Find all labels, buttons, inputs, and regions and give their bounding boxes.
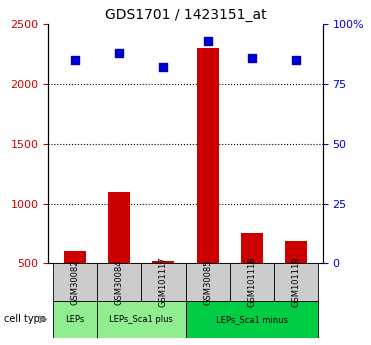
FancyBboxPatch shape (97, 301, 186, 338)
Bar (108, 191, 130, 323)
FancyBboxPatch shape (186, 301, 318, 338)
Text: GSM30085: GSM30085 (203, 259, 212, 305)
Point (249, 55, 255, 60)
Bar (64, 252, 86, 323)
FancyBboxPatch shape (230, 263, 274, 301)
FancyBboxPatch shape (53, 263, 97, 301)
Text: GSM30082: GSM30082 (70, 259, 79, 305)
FancyBboxPatch shape (97, 263, 141, 301)
Title: GDS1701 / 1423151_at: GDS1701 / 1423151_at (105, 8, 266, 22)
Point (205, 38, 211, 44)
Text: cell type: cell type (4, 314, 46, 324)
Text: GSM30084: GSM30084 (115, 259, 124, 305)
Bar (241, 234, 263, 323)
Text: GSM101118: GSM101118 (247, 257, 256, 307)
FancyBboxPatch shape (186, 263, 230, 301)
Point (160, 65, 166, 70)
Point (293, 57, 299, 63)
Text: GSM101117: GSM101117 (159, 257, 168, 307)
FancyBboxPatch shape (141, 263, 186, 301)
Bar (285, 240, 307, 323)
Point (72, 57, 78, 63)
Text: LEPs_Sca1 minus: LEPs_Sca1 minus (216, 315, 288, 324)
Text: LEPs_Sca1 plus: LEPs_Sca1 plus (109, 315, 173, 324)
FancyBboxPatch shape (53, 301, 97, 338)
Bar (152, 261, 174, 323)
Text: LEPs: LEPs (65, 315, 85, 324)
Bar (197, 48, 219, 323)
Text: GSM101119: GSM101119 (292, 257, 301, 307)
Point (116, 50, 122, 56)
FancyBboxPatch shape (274, 263, 318, 301)
